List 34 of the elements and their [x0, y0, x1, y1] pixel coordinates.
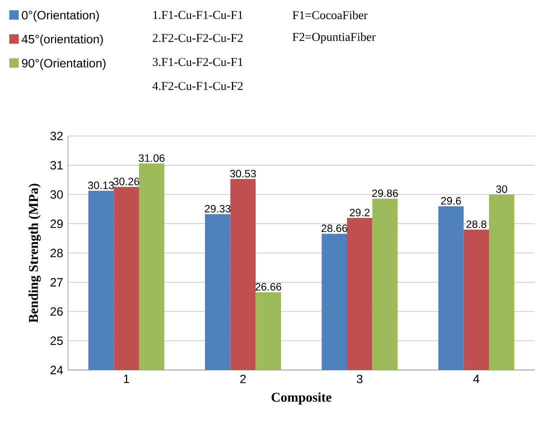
data-label: 29.6 — [441, 197, 461, 205]
y-tick-label: 25 — [50, 336, 63, 346]
x-tick-label: 4 — [473, 374, 480, 383]
text: 1.F1-Cu-F1-Cu-F1 — [153, 10, 243, 20]
data-label: 29.2 — [350, 208, 370, 216]
x-axis-title: Composite — [272, 392, 332, 404]
text: F2=OpuntiaFiber — [292, 32, 376, 44]
y-tick-label: 26 — [50, 307, 63, 316]
data-label: 28.8 — [466, 220, 486, 228]
data-label: 29.33 — [204, 204, 231, 213]
data-label: 30 — [496, 185, 508, 193]
text: F1=CocoaFiber — [292, 10, 368, 20]
y-axis-title: Bending Strength (MPa) — [28, 184, 41, 323]
text: 3.F1-Cu-F2-Cu-F1 — [152, 58, 243, 66]
text: 4.F2-Cu-F1-Cu-F2 — [152, 82, 243, 90]
legend-label: 90°(Orientation) — [22, 58, 106, 70]
x-tick-label: 1 — [124, 374, 130, 383]
y-tick-label: 29 — [50, 220, 63, 228]
y-tick-label: 24 — [50, 366, 63, 374]
y-tick-label: 30 — [50, 190, 63, 199]
y-tick-label: 32 — [50, 132, 63, 140]
x-tick-label: 3 — [356, 374, 362, 384]
data-label: 30.53 — [230, 170, 256, 178]
data-label: 26.66 — [256, 283, 282, 291]
legend-label: 45°(orientation) — [22, 34, 103, 46]
data-label: 30.13 — [88, 182, 114, 190]
y-tick-label: 27 — [50, 278, 63, 286]
text: 2.F2-Cu-F2-Cu-F2 — [152, 34, 243, 42]
legend-label: 0°(Orientation) — [22, 10, 99, 22]
data-label: 31.06 — [138, 154, 165, 162]
y-tick-label: 28 — [50, 248, 63, 258]
y-tick-label: 31 — [50, 161, 63, 170]
x-tick-label: 2 — [240, 374, 246, 384]
data-label: 29.86 — [372, 189, 398, 198]
